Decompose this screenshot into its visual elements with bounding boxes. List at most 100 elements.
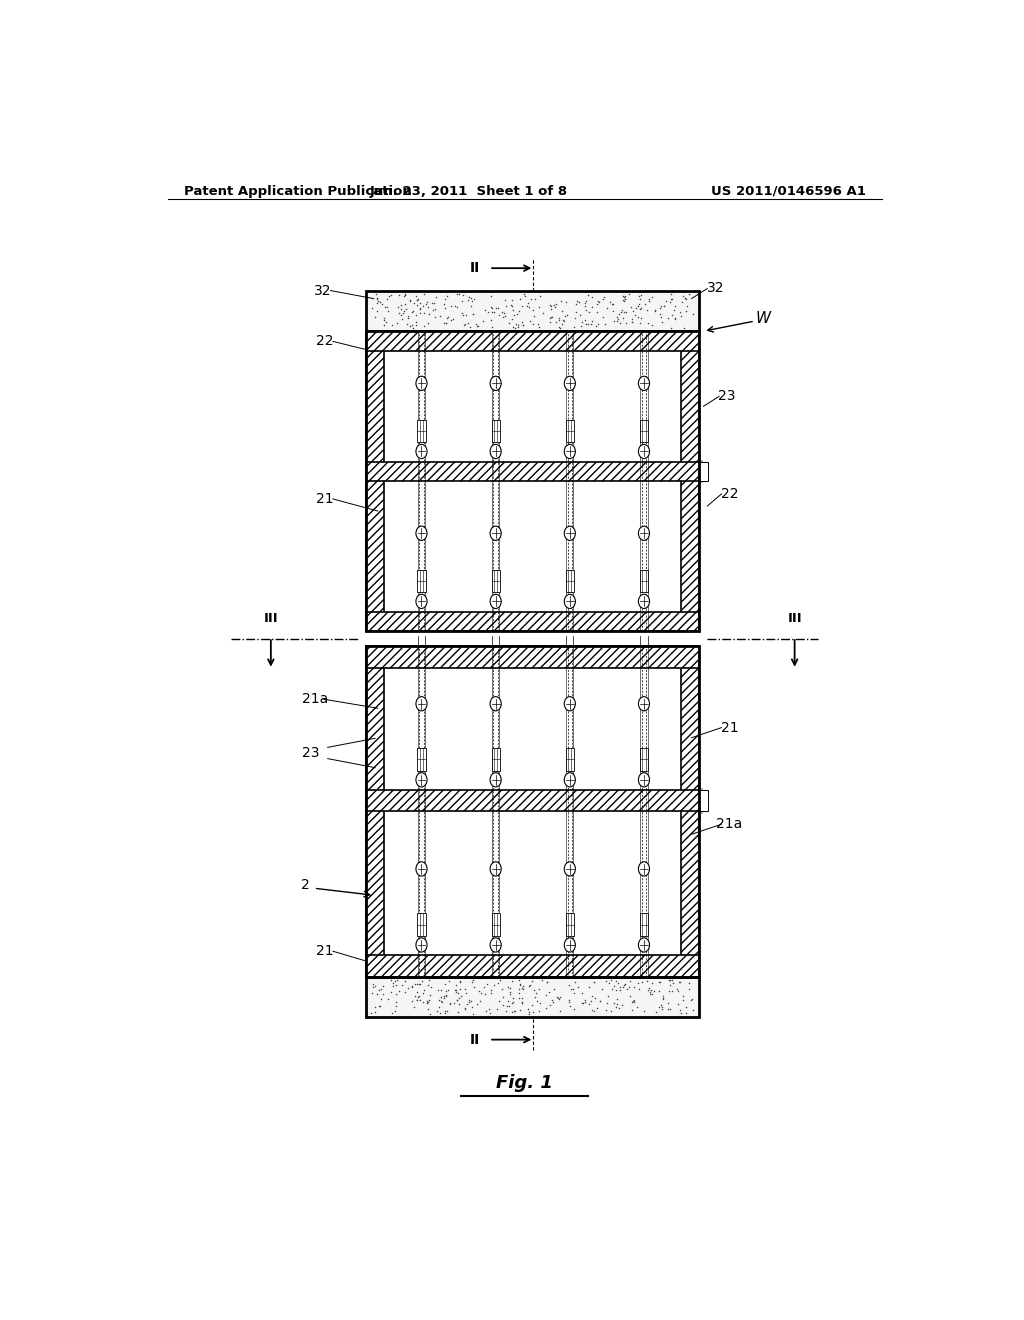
Point [578, 313, 594, 334]
Point [615, 301, 632, 322]
Bar [367, 647, 699, 977]
Text: 23: 23 [719, 389, 736, 403]
Point [521, 1002, 538, 1023]
Point [633, 308, 649, 329]
Point [663, 289, 679, 310]
Point [483, 301, 500, 322]
Point [431, 1002, 447, 1023]
Point [403, 975, 420, 997]
Point [597, 313, 613, 334]
Point [571, 292, 588, 313]
Point [415, 991, 431, 1012]
Point [519, 296, 536, 317]
Text: 21a: 21a [302, 692, 329, 706]
Text: 32: 32 [707, 281, 724, 296]
Point [592, 990, 608, 1011]
Point [678, 300, 694, 321]
Bar [566, 570, 573, 593]
Point [568, 294, 585, 315]
Bar [681, 647, 699, 977]
Point [429, 1001, 445, 1022]
Point [460, 313, 476, 334]
Point [465, 304, 481, 325]
Point [415, 296, 431, 317]
Point [592, 990, 608, 1011]
Point [652, 296, 669, 317]
Point [640, 979, 656, 1001]
Point [378, 312, 394, 333]
Point [479, 302, 496, 323]
Point [412, 974, 428, 995]
Point [664, 981, 680, 1002]
Point [412, 292, 428, 313]
Point [453, 985, 469, 1006]
Point [672, 301, 688, 322]
Point [538, 998, 554, 1019]
Point [548, 293, 564, 314]
Point [643, 973, 659, 994]
Point [374, 293, 390, 314]
Point [505, 315, 521, 337]
Point [639, 300, 655, 321]
Point [549, 987, 565, 1008]
Point [404, 317, 421, 338]
Point [499, 296, 515, 317]
Point [643, 979, 659, 1001]
Point [420, 991, 436, 1012]
Text: W: W [756, 312, 770, 326]
Point [578, 290, 594, 312]
Point [453, 972, 469, 993]
Point [420, 998, 436, 1019]
Point [422, 1003, 438, 1024]
Point [458, 982, 474, 1003]
Point [464, 290, 480, 312]
Text: III: III [787, 612, 802, 624]
Point [386, 970, 402, 991]
Point [577, 989, 593, 1010]
Point [609, 309, 626, 330]
Point [420, 313, 436, 334]
Point [391, 285, 408, 306]
Point [465, 288, 481, 309]
Point [613, 301, 630, 322]
Point [498, 306, 514, 327]
Point [633, 297, 649, 318]
Point [460, 994, 476, 1015]
Point [641, 288, 657, 309]
Bar [492, 570, 500, 593]
Point [376, 308, 392, 329]
Point [404, 314, 421, 335]
Point [421, 970, 437, 991]
Point [461, 286, 477, 308]
Point [457, 998, 473, 1019]
Bar [566, 420, 573, 442]
Point [496, 302, 512, 323]
Point [600, 986, 616, 1007]
Point [603, 1001, 620, 1022]
Bar [367, 647, 384, 977]
Point [404, 301, 421, 322]
Text: Fig. 1: Fig. 1 [497, 1074, 553, 1093]
Point [516, 284, 532, 305]
Point [587, 987, 603, 1008]
Point [610, 997, 627, 1018]
Point [420, 974, 436, 995]
Point [480, 998, 497, 1019]
Point [397, 285, 414, 306]
Point [551, 317, 567, 338]
Bar [699, 789, 708, 812]
Circle shape [416, 527, 427, 540]
Point [639, 970, 655, 991]
Point [589, 998, 605, 1019]
Point [539, 972, 555, 993]
Point [371, 995, 387, 1016]
Point [396, 301, 413, 322]
Point [497, 290, 513, 312]
Point [465, 970, 481, 991]
Point [506, 1001, 522, 1022]
Text: 22: 22 [721, 487, 738, 500]
Point [482, 297, 499, 318]
Point [421, 990, 437, 1011]
Point [608, 994, 625, 1015]
Point [447, 979, 464, 1001]
